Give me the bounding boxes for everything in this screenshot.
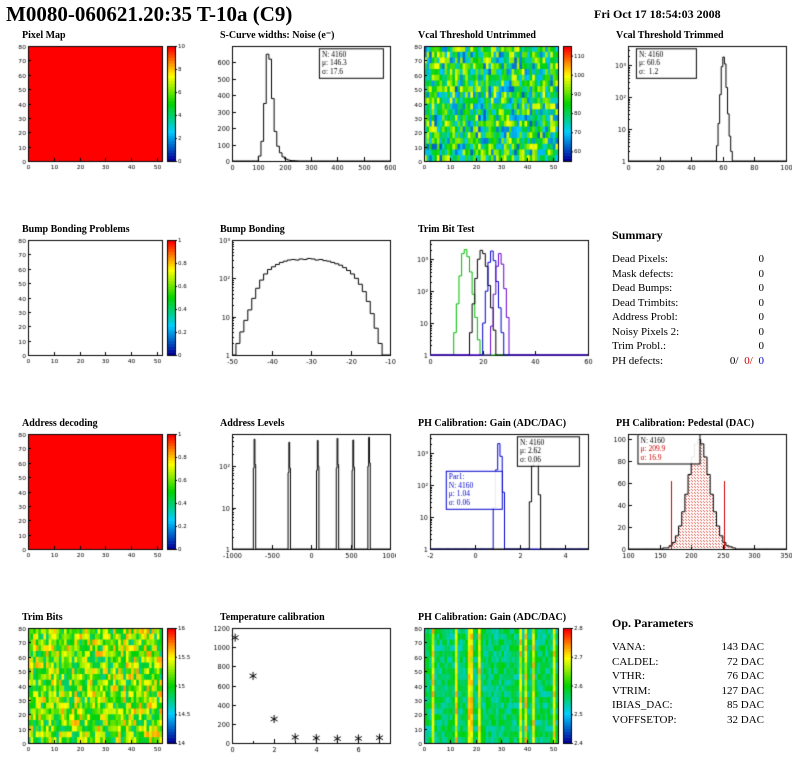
op-parameter-value: 76 DAC xyxy=(727,670,764,682)
ph-gain-heatmap xyxy=(404,624,594,756)
bump-bonding-histogram xyxy=(206,236,396,368)
panel-temp-calibration: Temperature calibration xyxy=(200,608,398,772)
op-parameter-row: VTHR: 76 DAC xyxy=(612,669,764,684)
panel-address-levels: Address Levels xyxy=(200,414,398,608)
summary-title: Summary xyxy=(612,228,663,242)
panel-ph-gain: PH Calibration: Gain (ADC/DAC) xyxy=(398,414,596,608)
summary-panel: Summary Dead Pixels: 0 Mask defects: 0 D… xyxy=(596,220,794,414)
op-parameter-label: VOFFSETOP: xyxy=(612,713,677,726)
plot-title: Trim Bits xyxy=(22,612,63,623)
panel-pixel-map: Pixel Map xyxy=(2,26,200,220)
op-parameter-label: VTRIM: xyxy=(612,684,651,697)
summary-row: Mask defects: 0 xyxy=(612,267,764,282)
pixel-map-heatmap xyxy=(8,42,198,174)
panel-scurve-noise: S-Curve widths: Noise (e⁻) xyxy=(200,26,398,220)
plot-title: Address Levels xyxy=(220,418,285,429)
trim-bit-test-histogram xyxy=(404,236,594,368)
summary-value: 0 xyxy=(758,311,765,323)
summary-label: Dead Pixels: xyxy=(612,253,668,265)
summary-label: Mask defects: xyxy=(612,267,674,280)
summary-value: 0 xyxy=(758,267,765,280)
summary-row: Noisy Pixels 2: 0 xyxy=(612,325,764,340)
scurve-noise-histogram xyxy=(206,42,396,174)
report-date: Fri Oct 17 18:54:03 2008 xyxy=(594,7,721,21)
summary-value: 0 xyxy=(758,325,765,338)
op-parameter-value: 127 DAC xyxy=(721,684,764,697)
summary-row: Dead Trimbits: 0 xyxy=(612,296,764,311)
op-parameter-label: IBIAS_DAC: xyxy=(612,699,673,711)
plot-title: PH Calibration: Gain (ADC/DAC) xyxy=(418,612,567,623)
address-levels-histogram xyxy=(206,430,396,562)
summary-label: Noisy Pixels 2: xyxy=(612,325,680,338)
summary-row: Address Probl: 0 xyxy=(612,310,764,325)
panel-bump-bonding: Bump Bonding xyxy=(200,220,398,414)
op-parameter-row: VTRIM: 127 DAC xyxy=(612,684,764,699)
plot-grid: Pixel Map S-Curve widths: Noise (e⁻) Vca… xyxy=(2,26,794,772)
bump-problems-heatmap xyxy=(8,236,198,368)
summary-value: 0 xyxy=(758,296,765,309)
summary-label: Trim Probl.: xyxy=(612,340,667,352)
op-parameter-label: VTHR: xyxy=(612,670,645,682)
vcal-untrimmed-heatmap xyxy=(404,42,594,174)
plot-title: Address decoding xyxy=(22,418,98,429)
summary-label: Dead Trimbits: xyxy=(612,296,679,309)
plot-title: Vcal Threshold Untrimmed xyxy=(418,30,536,41)
op-parameters-panel: Op. Parameters VANA: 143 DAC CALDEL: 72 … xyxy=(596,608,794,772)
panel-vcal-trimmed: Vcal Threshold Trimmed xyxy=(596,26,794,220)
panel-ph-gain-map: PH Calibration: Gain (ADC/DAC) xyxy=(398,608,596,772)
ph-pedestal-histogram xyxy=(602,430,792,562)
plot-title: Bump Bonding Problems xyxy=(22,224,130,235)
plot-title: Bump Bonding xyxy=(220,224,285,235)
panel-trim-bits: Trim Bits xyxy=(2,608,200,772)
plot-title: Pixel Map xyxy=(22,30,66,41)
ph-defects-black: 0/ xyxy=(729,354,739,367)
plot-title: S-Curve widths: Noise (e⁻) xyxy=(220,30,335,41)
op-parameter-row: VANA: 143 DAC xyxy=(612,640,764,655)
trim-bits-heatmap xyxy=(8,624,198,756)
summary-label: PH defects: xyxy=(612,354,664,367)
plot-title: Vcal Threshold Trimmed xyxy=(616,30,724,41)
vcal-trimmed-histogram xyxy=(602,42,792,174)
op-parameter-value: 143 DAC xyxy=(721,641,764,653)
panel-trim-bit-test: Trim Bit Test xyxy=(398,220,596,414)
summary-row: Dead Pixels: 0 xyxy=(612,252,764,267)
plot-title: Trim Bit Test xyxy=(418,224,475,235)
page-title: M0080-060621.20:35 T-10a (C9) xyxy=(6,2,293,26)
panel-address-decoding: Address decoding xyxy=(2,414,200,608)
panel-ph-pedestal: PH Calibration: Pedestal (DAC) xyxy=(596,414,794,608)
op-parameter-label: VANA: xyxy=(612,641,646,653)
op-parameter-row: CALDEL: 72 DAC xyxy=(612,655,764,670)
summary-row: Dead Bumps: 0 xyxy=(612,281,764,296)
summary-value: 0 xyxy=(758,253,765,265)
ph-defects-blue: 0 xyxy=(758,354,765,367)
op-parameter-row: VOFFSETOP: 32 DAC xyxy=(612,713,764,728)
temperature-calibration-scatter xyxy=(206,624,396,756)
summary-label: Dead Bumps: xyxy=(612,282,673,294)
address-decoding-heatmap xyxy=(8,430,198,562)
summary-row-ph-defects: PH defects: 0/ 0/ 0 xyxy=(612,354,764,369)
summary-ph-values: 0/ 0/ 0 xyxy=(727,354,764,369)
plot-title: Temperature calibration xyxy=(220,612,325,623)
plot-title: PH Calibration: Pedestal (DAC) xyxy=(616,418,755,429)
panel-bump-problems: Bump Bonding Problems xyxy=(2,220,200,414)
op-parameter-value: 72 DAC xyxy=(727,655,764,668)
op-parameter-row: IBIAS_DAC: 85 DAC xyxy=(612,698,764,713)
ph-gain-histogram xyxy=(404,430,594,562)
op-parameter-value: 85 DAC xyxy=(727,699,764,711)
op-parameter-label: CALDEL: xyxy=(612,655,659,668)
summary-value: 0 xyxy=(758,282,765,294)
op-parameter-value: 32 DAC xyxy=(727,713,764,726)
summary-value: 0 xyxy=(758,340,765,352)
ph-defects-red: 0/ xyxy=(744,354,753,367)
panel-vcal-untrimmed: Vcal Threshold Untrimmed xyxy=(398,26,596,220)
summary-row: Trim Probl.: 0 xyxy=(612,339,764,354)
op-parameters-title: Op. Parameters xyxy=(612,616,694,630)
plot-title: PH Calibration: Gain (ADC/DAC) xyxy=(418,418,567,429)
summary-label: Address Probl: xyxy=(612,311,678,323)
